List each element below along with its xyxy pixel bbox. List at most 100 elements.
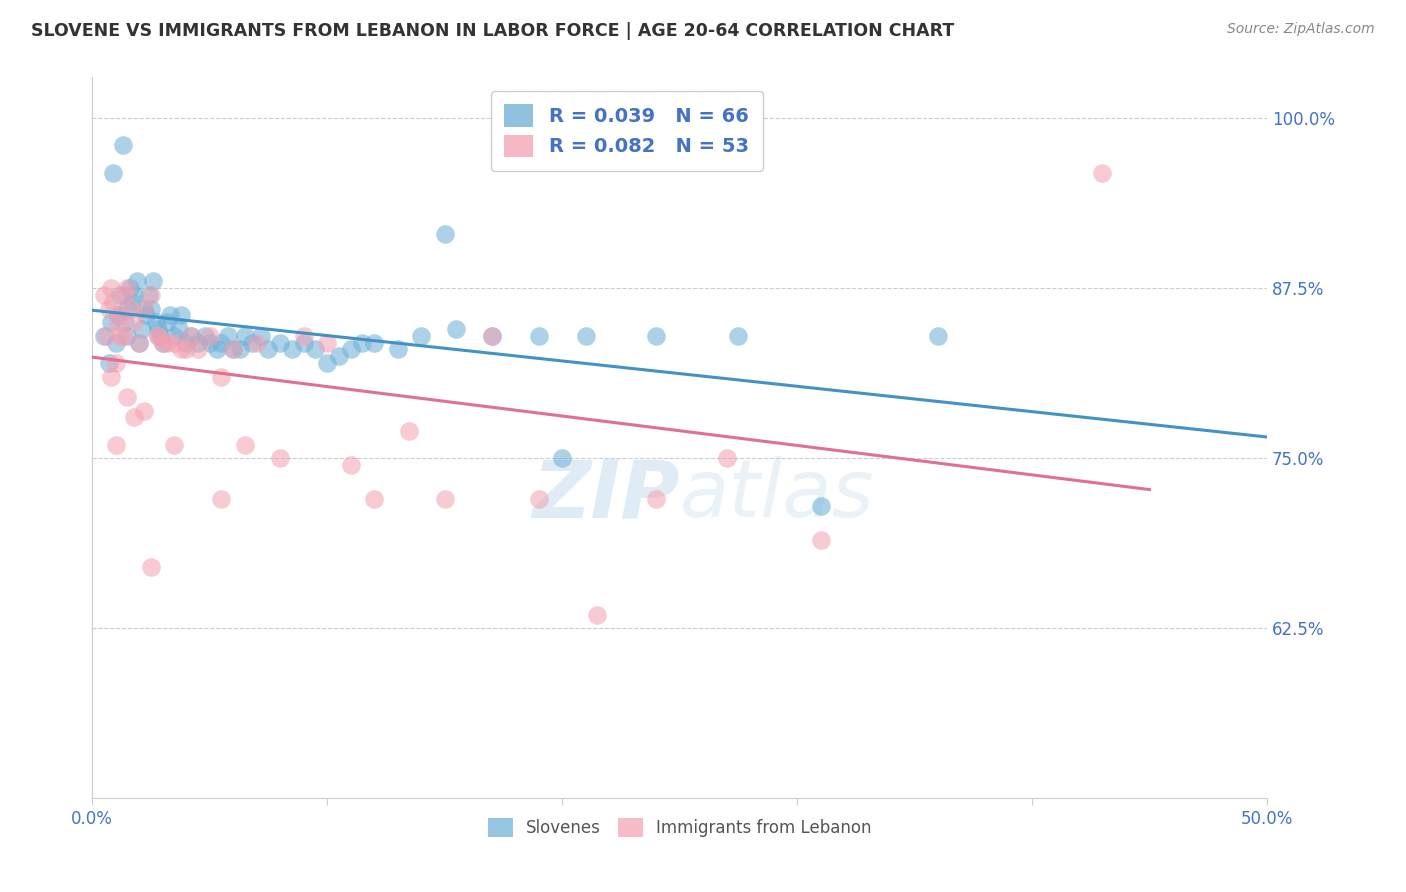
Point	[257, 343, 280, 357]
Point	[132, 403, 155, 417]
Point	[104, 437, 127, 451]
Point	[131, 322, 153, 336]
Point	[100, 281, 122, 295]
Point	[446, 322, 468, 336]
Point	[222, 343, 245, 357]
Point	[124, 410, 146, 425]
Point	[142, 274, 165, 288]
Point	[246, 335, 269, 350]
Point	[352, 335, 374, 350]
Point	[135, 309, 157, 323]
Point	[292, 335, 315, 350]
Point	[586, 607, 609, 622]
Point	[110, 288, 132, 302]
Point	[174, 343, 197, 357]
Point	[100, 315, 122, 329]
Point	[93, 328, 115, 343]
Point	[138, 288, 160, 302]
Point	[103, 166, 125, 180]
Point	[222, 343, 245, 357]
Point	[209, 335, 232, 350]
Point	[316, 335, 339, 350]
Point	[645, 491, 668, 506]
Point	[233, 437, 256, 451]
Point	[139, 301, 162, 316]
Point	[114, 288, 136, 302]
Point	[149, 328, 172, 343]
Point	[111, 138, 134, 153]
Point	[339, 343, 361, 357]
Point	[363, 491, 385, 506]
Point	[152, 335, 174, 350]
Point	[727, 328, 749, 343]
Point	[481, 328, 503, 343]
Point	[198, 335, 221, 350]
Point	[180, 328, 202, 343]
Point	[927, 328, 949, 343]
Point	[187, 335, 209, 350]
Point	[304, 343, 326, 357]
Point	[269, 335, 291, 350]
Point	[281, 343, 304, 357]
Point	[411, 328, 433, 343]
Point	[104, 356, 127, 370]
Point	[481, 328, 503, 343]
Point	[645, 328, 668, 343]
Point	[111, 328, 134, 343]
Point	[205, 343, 228, 357]
Point	[810, 533, 832, 547]
Point	[156, 335, 179, 350]
Point	[159, 309, 181, 323]
Point	[132, 301, 155, 316]
Point	[170, 343, 193, 357]
Point	[180, 328, 202, 343]
Point	[187, 343, 209, 357]
Point	[328, 349, 350, 363]
Point	[339, 458, 361, 472]
Point	[217, 328, 239, 343]
Point	[209, 491, 232, 506]
Text: Source: ZipAtlas.com: Source: ZipAtlas.com	[1227, 22, 1375, 37]
Point	[117, 301, 139, 316]
Point	[1091, 166, 1114, 180]
Point	[198, 328, 221, 343]
Point	[152, 335, 174, 350]
Point	[103, 294, 125, 309]
Point	[117, 281, 139, 295]
Point	[124, 288, 146, 302]
Point	[163, 437, 186, 451]
Point	[269, 451, 291, 466]
Point	[146, 322, 169, 336]
Point	[128, 335, 150, 350]
Point	[96, 328, 118, 343]
Point	[97, 301, 120, 316]
Point	[117, 390, 139, 404]
Point	[194, 328, 217, 343]
Point	[146, 328, 169, 343]
Point	[716, 451, 738, 466]
Point	[574, 328, 596, 343]
Point	[156, 315, 179, 329]
Text: atlas: atlas	[679, 457, 875, 534]
Point	[292, 328, 315, 343]
Point	[433, 491, 456, 506]
Text: SLOVENE VS IMMIGRANTS FROM LEBANON IN LABOR FORCE | AGE 20-64 CORRELATION CHART: SLOVENE VS IMMIGRANTS FROM LEBANON IN LA…	[31, 22, 955, 40]
Point	[316, 356, 339, 370]
Point	[128, 335, 150, 350]
Point	[124, 315, 146, 329]
Point	[551, 451, 574, 466]
Point	[233, 328, 256, 343]
Point	[107, 315, 129, 329]
Point	[250, 328, 273, 343]
Point	[139, 560, 162, 574]
Point	[810, 499, 832, 513]
Point	[363, 335, 385, 350]
Point	[139, 288, 162, 302]
Point	[229, 343, 252, 357]
Text: ZIP: ZIP	[531, 457, 679, 534]
Legend: Slovenes, Immigrants from Lebanon: Slovenes, Immigrants from Lebanon	[481, 812, 879, 844]
Point	[118, 281, 141, 295]
Point	[433, 227, 456, 241]
Point	[107, 309, 129, 323]
Point	[146, 328, 169, 343]
